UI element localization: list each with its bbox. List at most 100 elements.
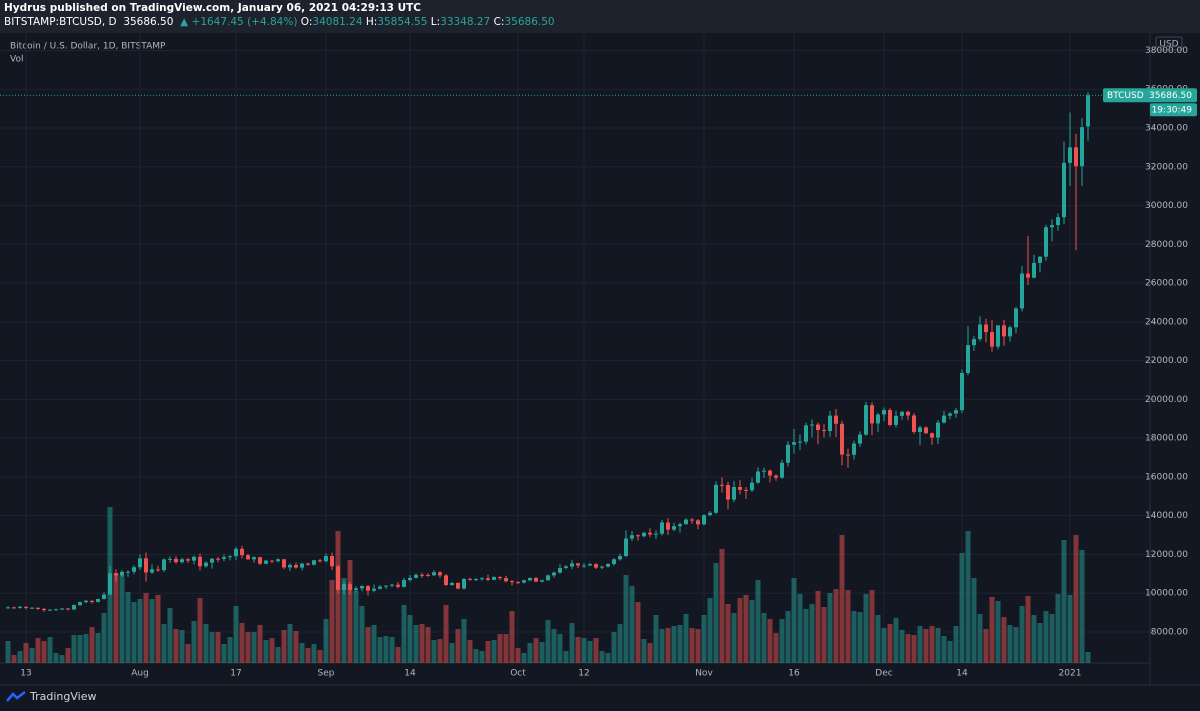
unit-box	[1155, 36, 1183, 51]
volume-bar	[449, 643, 455, 663]
candle-body	[768, 470, 772, 476]
volume-bar	[587, 641, 593, 663]
volume-bar	[959, 553, 965, 663]
ohlc-key: H:	[365, 16, 378, 28]
candle-body	[36, 607, 40, 609]
volume-bar	[557, 634, 563, 663]
candle-body	[258, 557, 262, 564]
volume-bar	[905, 634, 911, 663]
volume-bar	[227, 637, 233, 663]
volume-bar	[491, 640, 497, 663]
candle-body	[414, 574, 418, 578]
volume-bar	[983, 629, 989, 663]
candle-body	[24, 606, 28, 608]
candle-body	[354, 588, 358, 591]
volume-bar	[431, 640, 437, 663]
volume	[5, 507, 1091, 663]
volume-bar	[521, 653, 527, 663]
candle-body	[54, 609, 58, 611]
volume-bar	[533, 638, 539, 663]
volume-bar	[77, 635, 83, 663]
y-tick-label: 28000.00	[1145, 240, 1188, 250]
volume-bar	[881, 628, 887, 663]
volume-bar	[407, 615, 413, 663]
candle-body	[744, 489, 748, 491]
volume-bar	[401, 605, 407, 663]
candles	[6, 92, 1090, 612]
candle-body	[486, 578, 490, 580]
volume-bar	[611, 632, 617, 663]
candle-body	[1020, 273, 1024, 309]
countdown: 19:30:49	[1152, 105, 1193, 115]
candle-body	[120, 571, 124, 576]
candle-body	[42, 608, 46, 611]
candle-body	[630, 535, 634, 539]
volume-bar	[755, 580, 761, 663]
volume-bar	[89, 627, 95, 663]
ohlc-key: L:	[430, 16, 441, 28]
volume-bar	[239, 623, 245, 663]
candle-body	[30, 607, 34, 609]
volume-bar	[299, 643, 305, 663]
volume-bar	[263, 640, 269, 663]
volume-bar	[443, 605, 449, 663]
candle-body	[294, 564, 298, 568]
volume-bar	[731, 613, 737, 663]
candle-body	[774, 475, 778, 478]
volume-bar	[839, 535, 845, 663]
candle-body	[324, 555, 328, 562]
volume-bar	[173, 629, 179, 663]
candle-body	[858, 434, 862, 444]
candle-body	[492, 576, 496, 580]
candle-body	[516, 582, 520, 584]
volume-bar	[779, 619, 785, 663]
volume-bar	[851, 611, 857, 663]
candle-body	[678, 524, 682, 527]
candle-body	[738, 486, 742, 490]
volume-bar	[371, 625, 377, 663]
candle-body	[930, 433, 934, 438]
candle-body	[552, 572, 556, 576]
candle-body	[564, 566, 568, 569]
volume-bar	[5, 641, 11, 663]
candle-body	[732, 486, 736, 500]
volume-bar	[95, 633, 101, 663]
candle-body	[846, 454, 850, 456]
volume-bar	[419, 624, 425, 663]
volume-bar	[287, 624, 293, 663]
candle-body	[48, 609, 52, 611]
volume-bar	[653, 615, 659, 663]
candle-body	[420, 574, 424, 576]
volume-bar	[413, 625, 419, 663]
volume-bar	[143, 593, 149, 663]
y-tick-label: 14000.00	[1145, 511, 1188, 521]
volume-bar	[707, 598, 713, 663]
volume-bar	[845, 590, 851, 663]
candle-body	[786, 444, 790, 463]
candle-body	[180, 559, 184, 563]
volume-bar	[515, 648, 521, 663]
candle-body	[576, 563, 580, 566]
volume-bar	[551, 629, 557, 663]
volume-bar	[941, 636, 947, 663]
volume-bar	[215, 632, 221, 663]
volume-bar	[629, 586, 635, 663]
volume-bar	[233, 606, 239, 663]
volume-bar	[1073, 535, 1079, 663]
candle-body	[828, 415, 832, 431]
volume-bar	[389, 637, 395, 663]
candle-body	[570, 563, 574, 567]
candle-body	[300, 563, 304, 568]
volume-bar	[11, 655, 17, 663]
volume-bar	[191, 621, 197, 663]
volume-bar	[545, 620, 551, 663]
last-price-symbol: BTCUSD	[1107, 91, 1144, 101]
volume-bar	[761, 613, 767, 663]
candle-body	[1080, 127, 1084, 167]
volume-bar	[1085, 652, 1091, 663]
ohlc-key: C:	[493, 16, 505, 28]
candle-body	[834, 415, 838, 424]
volume-bar	[113, 573, 119, 663]
x-tick-label: 13	[20, 669, 31, 679]
